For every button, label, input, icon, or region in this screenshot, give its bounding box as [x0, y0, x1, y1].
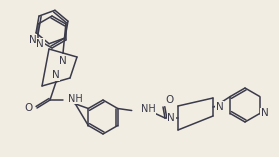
- Text: O: O: [25, 103, 33, 113]
- Text: N: N: [52, 70, 60, 80]
- Text: N: N: [36, 39, 44, 49]
- Text: O: O: [165, 95, 173, 105]
- Text: N: N: [167, 113, 175, 123]
- Text: N: N: [261, 108, 268, 119]
- Text: NH: NH: [141, 105, 155, 114]
- Text: N: N: [216, 102, 224, 112]
- Text: N: N: [59, 57, 67, 67]
- Text: NH: NH: [68, 94, 83, 104]
- Text: N: N: [29, 35, 37, 45]
